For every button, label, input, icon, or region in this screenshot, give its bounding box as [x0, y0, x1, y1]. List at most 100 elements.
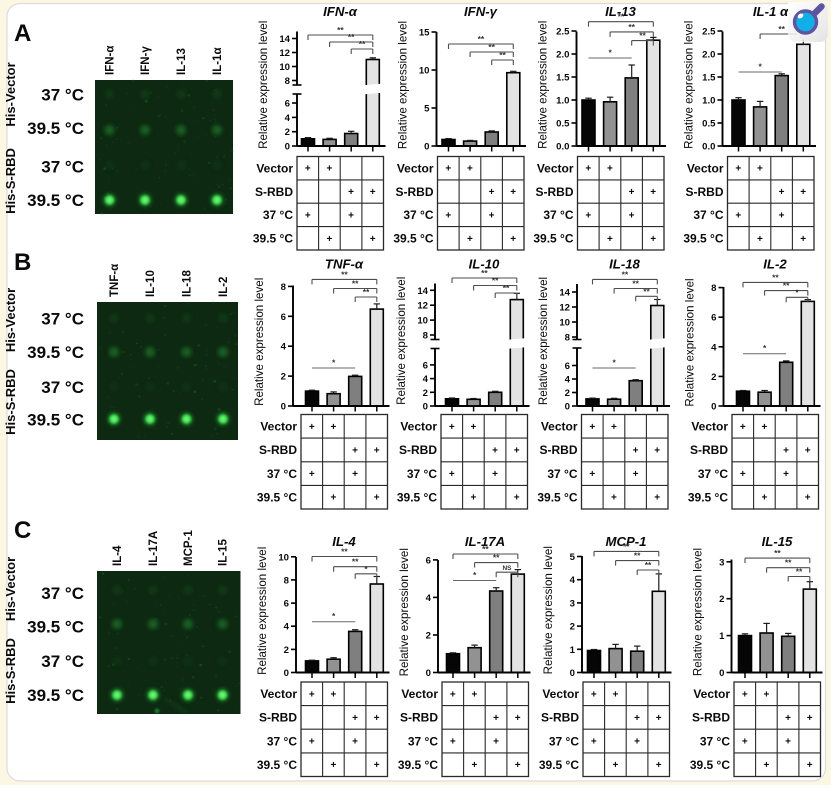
svg-text:**: ** — [341, 269, 348, 279]
svg-text:S-RBD: S-RBD — [541, 711, 579, 725]
svg-text:+: + — [785, 737, 791, 748]
svg-text:6: 6 — [711, 313, 716, 324]
svg-text:*: * — [332, 358, 336, 368]
svg-text:B: B — [14, 249, 31, 276]
svg-text:TNF-α: TNF-α — [325, 257, 364, 272]
svg-text:**: ** — [341, 547, 348, 557]
svg-text:**: ** — [634, 551, 641, 561]
svg-text:+: + — [612, 689, 618, 700]
svg-text:MCP-1: MCP-1 — [605, 534, 646, 549]
svg-text:+: + — [633, 445, 639, 456]
svg-text:IFN-α: IFN-α — [105, 46, 117, 75]
svg-text:0: 0 — [426, 668, 431, 679]
svg-text:Vector: Vector — [256, 161, 293, 175]
svg-text:+: + — [374, 760, 380, 771]
svg-text:37 °C: 37 °C — [41, 158, 84, 177]
svg-text:37 °C: 37 °C — [41, 86, 84, 105]
svg-text:Vector: Vector — [541, 420, 578, 434]
svg-text:Vector: Vector — [542, 687, 579, 701]
svg-text:His-Vector: His-Vector — [3, 557, 18, 621]
svg-text:*: * — [612, 358, 616, 368]
svg-text:1.5: 1.5 — [702, 73, 716, 84]
svg-text:+: + — [374, 713, 380, 724]
svg-text:+: + — [510, 187, 516, 198]
svg-text:39.5 °C: 39.5 °C — [27, 343, 84, 362]
svg-text:+: + — [783, 469, 789, 480]
svg-text:+: + — [514, 445, 520, 456]
svg-text:Relative expression level: Relative expression level — [692, 548, 705, 676]
svg-text:**: ** — [632, 279, 639, 289]
svg-text:+: + — [742, 689, 748, 700]
svg-text:37 °C: 37 °C — [263, 208, 293, 222]
svg-text:S-RBD: S-RBD — [400, 711, 438, 725]
svg-text:+: + — [785, 713, 791, 724]
svg-text:39.5 °C: 39.5 °C — [688, 490, 728, 504]
svg-text:Vector: Vector — [260, 687, 297, 701]
svg-text:+: + — [761, 422, 767, 433]
svg-text:IL-17A: IL-17A — [148, 531, 160, 566]
svg-text:6: 6 — [426, 555, 431, 566]
svg-text:+: + — [352, 445, 358, 456]
svg-text:*: * — [795, 287, 799, 297]
svg-text:1.0: 1.0 — [702, 96, 715, 107]
svg-text:39.5 °C: 39.5 °C — [257, 758, 297, 772]
svg-text:4: 4 — [281, 342, 287, 353]
svg-text:8: 8 — [711, 283, 717, 294]
svg-text:+: + — [656, 760, 662, 771]
svg-text:Vector: Vector — [401, 687, 438, 701]
svg-text:+: + — [326, 234, 332, 245]
svg-text:MCP-1: MCP-1 — [183, 530, 195, 566]
svg-text:39.5 °C: 39.5 °C — [27, 618, 84, 637]
svg-text:37 °C: 37 °C — [403, 208, 433, 222]
svg-text:His-S-RBD: His-S-RBD — [3, 638, 18, 704]
svg-text:10: 10 — [419, 66, 430, 77]
svg-text:IFN-γ: IFN-γ — [140, 46, 152, 75]
svg-text:+: + — [374, 445, 380, 456]
svg-text:+: + — [634, 737, 640, 748]
svg-text:S-RBD: S-RBD — [692, 711, 730, 725]
svg-text:+: + — [370, 234, 376, 245]
svg-text:S-RBD: S-RBD — [396, 185, 434, 199]
svg-text:+: + — [352, 737, 358, 748]
svg-text:+: + — [607, 164, 613, 175]
svg-text:**: ** — [363, 287, 370, 297]
svg-text:2.0: 2.0 — [702, 50, 715, 61]
svg-text:12: 12 — [279, 48, 290, 59]
svg-text:+: + — [309, 469, 315, 480]
svg-text:IL-10: IL-10 — [145, 270, 157, 297]
svg-text:+: + — [589, 422, 595, 433]
svg-text:+: + — [607, 234, 613, 245]
svg-text:+: + — [634, 713, 640, 724]
svg-text:S-RBD: S-RBD — [536, 185, 574, 199]
svg-text:+: + — [449, 469, 455, 480]
svg-text:+: + — [309, 689, 315, 700]
svg-text:S-RBD: S-RBD — [540, 443, 578, 457]
svg-text:+: + — [370, 187, 376, 198]
svg-text:**: ** — [796, 567, 803, 577]
svg-text:39.5 °C: 39.5 °C — [27, 119, 84, 138]
svg-text:2: 2 — [570, 622, 575, 633]
svg-text:+: + — [763, 689, 769, 700]
svg-text:37 °C: 37 °C — [543, 208, 573, 222]
svg-text:0.0: 0.0 — [702, 142, 715, 153]
svg-text:His-S-RBD: His-S-RBD — [3, 148, 18, 214]
svg-text:8: 8 — [285, 76, 291, 87]
svg-text:Relative expression level: Relative expression level — [684, 278, 697, 406]
svg-text:Vector: Vector — [687, 161, 724, 175]
svg-text:4: 4 — [423, 374, 429, 385]
svg-text:C: C — [14, 517, 31, 544]
svg-text:+: + — [611, 493, 617, 504]
svg-text:+: + — [326, 164, 332, 175]
svg-text:IL-18: IL-18 — [609, 257, 640, 272]
svg-text:39.5 °C: 39.5 °C — [253, 232, 293, 246]
svg-text:**: ** — [639, 31, 646, 41]
svg-text:IL-2: IL-2 — [218, 277, 230, 297]
svg-text:+: + — [629, 187, 635, 198]
svg-text:+: + — [471, 689, 477, 700]
svg-text:39.5 °C: 39.5 °C — [27, 686, 84, 705]
svg-text:6: 6 — [284, 599, 289, 610]
svg-text:4: 4 — [570, 575, 576, 586]
svg-text:37 °C: 37 °C — [407, 467, 437, 481]
svg-text:+: + — [656, 713, 662, 724]
svg-text:37 °C: 37 °C — [408, 734, 438, 748]
